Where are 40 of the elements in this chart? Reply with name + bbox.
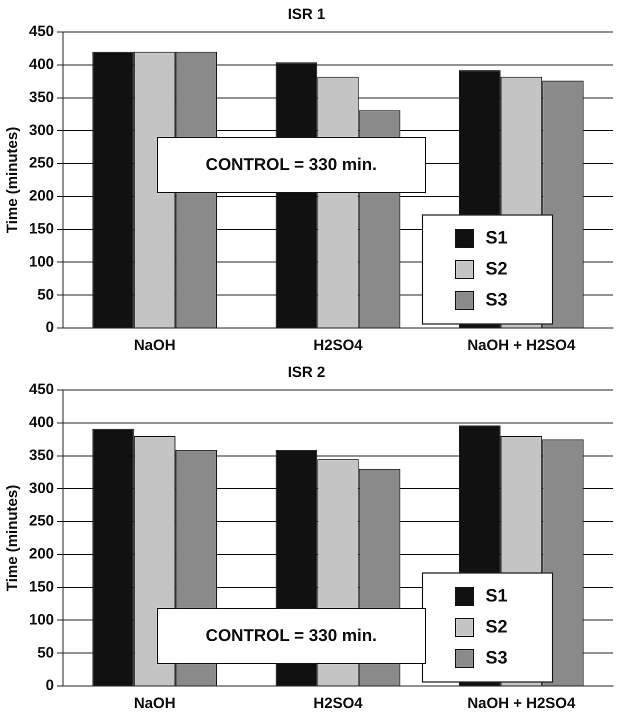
y-tick-label: 150: [28, 220, 54, 238]
x-tick-label: NaOH + H2SO4: [467, 337, 576, 354]
y-tick-label: 450: [28, 381, 54, 398]
y-tick-label: 200: [28, 546, 54, 563]
legend-label: S1: [486, 227, 508, 248]
annotation: CONTROL = 330 min.: [206, 155, 377, 176]
x-tick-label: NaOH: [134, 337, 176, 354]
annotation: CONTROL = 330 min.: [206, 626, 377, 646]
legend-label: S1: [486, 585, 508, 606]
chart-title: ISR 2: [288, 364, 326, 382]
x-tick-label: H2SO4: [313, 337, 364, 354]
legend-label: S2: [486, 258, 508, 278]
x-tick-label: NaOH: [134, 695, 176, 712]
y-axis-title: Time (minutes): [4, 484, 22, 592]
y-tick-label: 0: [46, 319, 54, 336]
y-tick-label: 300: [28, 480, 54, 497]
x-tick-label: NaOH + H2SO4: [467, 695, 576, 712]
y-tick-label: 400: [28, 56, 54, 74]
y-tick-label: 450: [28, 23, 54, 40]
y-tick-label: 250: [28, 154, 54, 172]
y-axis-title: Time (minutes): [4, 126, 22, 234]
legend-label: S3: [486, 289, 508, 310]
y-tick-label: 50: [37, 286, 54, 304]
y-tick-label: 100: [28, 611, 54, 628]
x-tick-label: H2SO4: [313, 695, 364, 712]
legend-label: S2: [486, 616, 508, 636]
legend-label: S3: [486, 647, 508, 668]
y-tick-label: 100: [28, 253, 54, 270]
y-tick-label: 200: [28, 188, 54, 205]
text-box: CONTROL = 330 min.: [156, 137, 426, 194]
y-tick-label: 400: [28, 414, 54, 432]
y-tick-label: 150: [28, 578, 54, 596]
text-box: CONTROL = 330 min.: [156, 608, 426, 664]
y-tick-label: 0: [46, 677, 54, 694]
y-tick-label: 50: [37, 644, 54, 662]
y-tick-label: 300: [28, 122, 54, 139]
y-tick-label: 350: [28, 446, 54, 464]
y-tick-label: 250: [28, 512, 54, 530]
y-tick-label: 350: [28, 88, 54, 106]
chart-title: ISR 1: [288, 6, 326, 24]
